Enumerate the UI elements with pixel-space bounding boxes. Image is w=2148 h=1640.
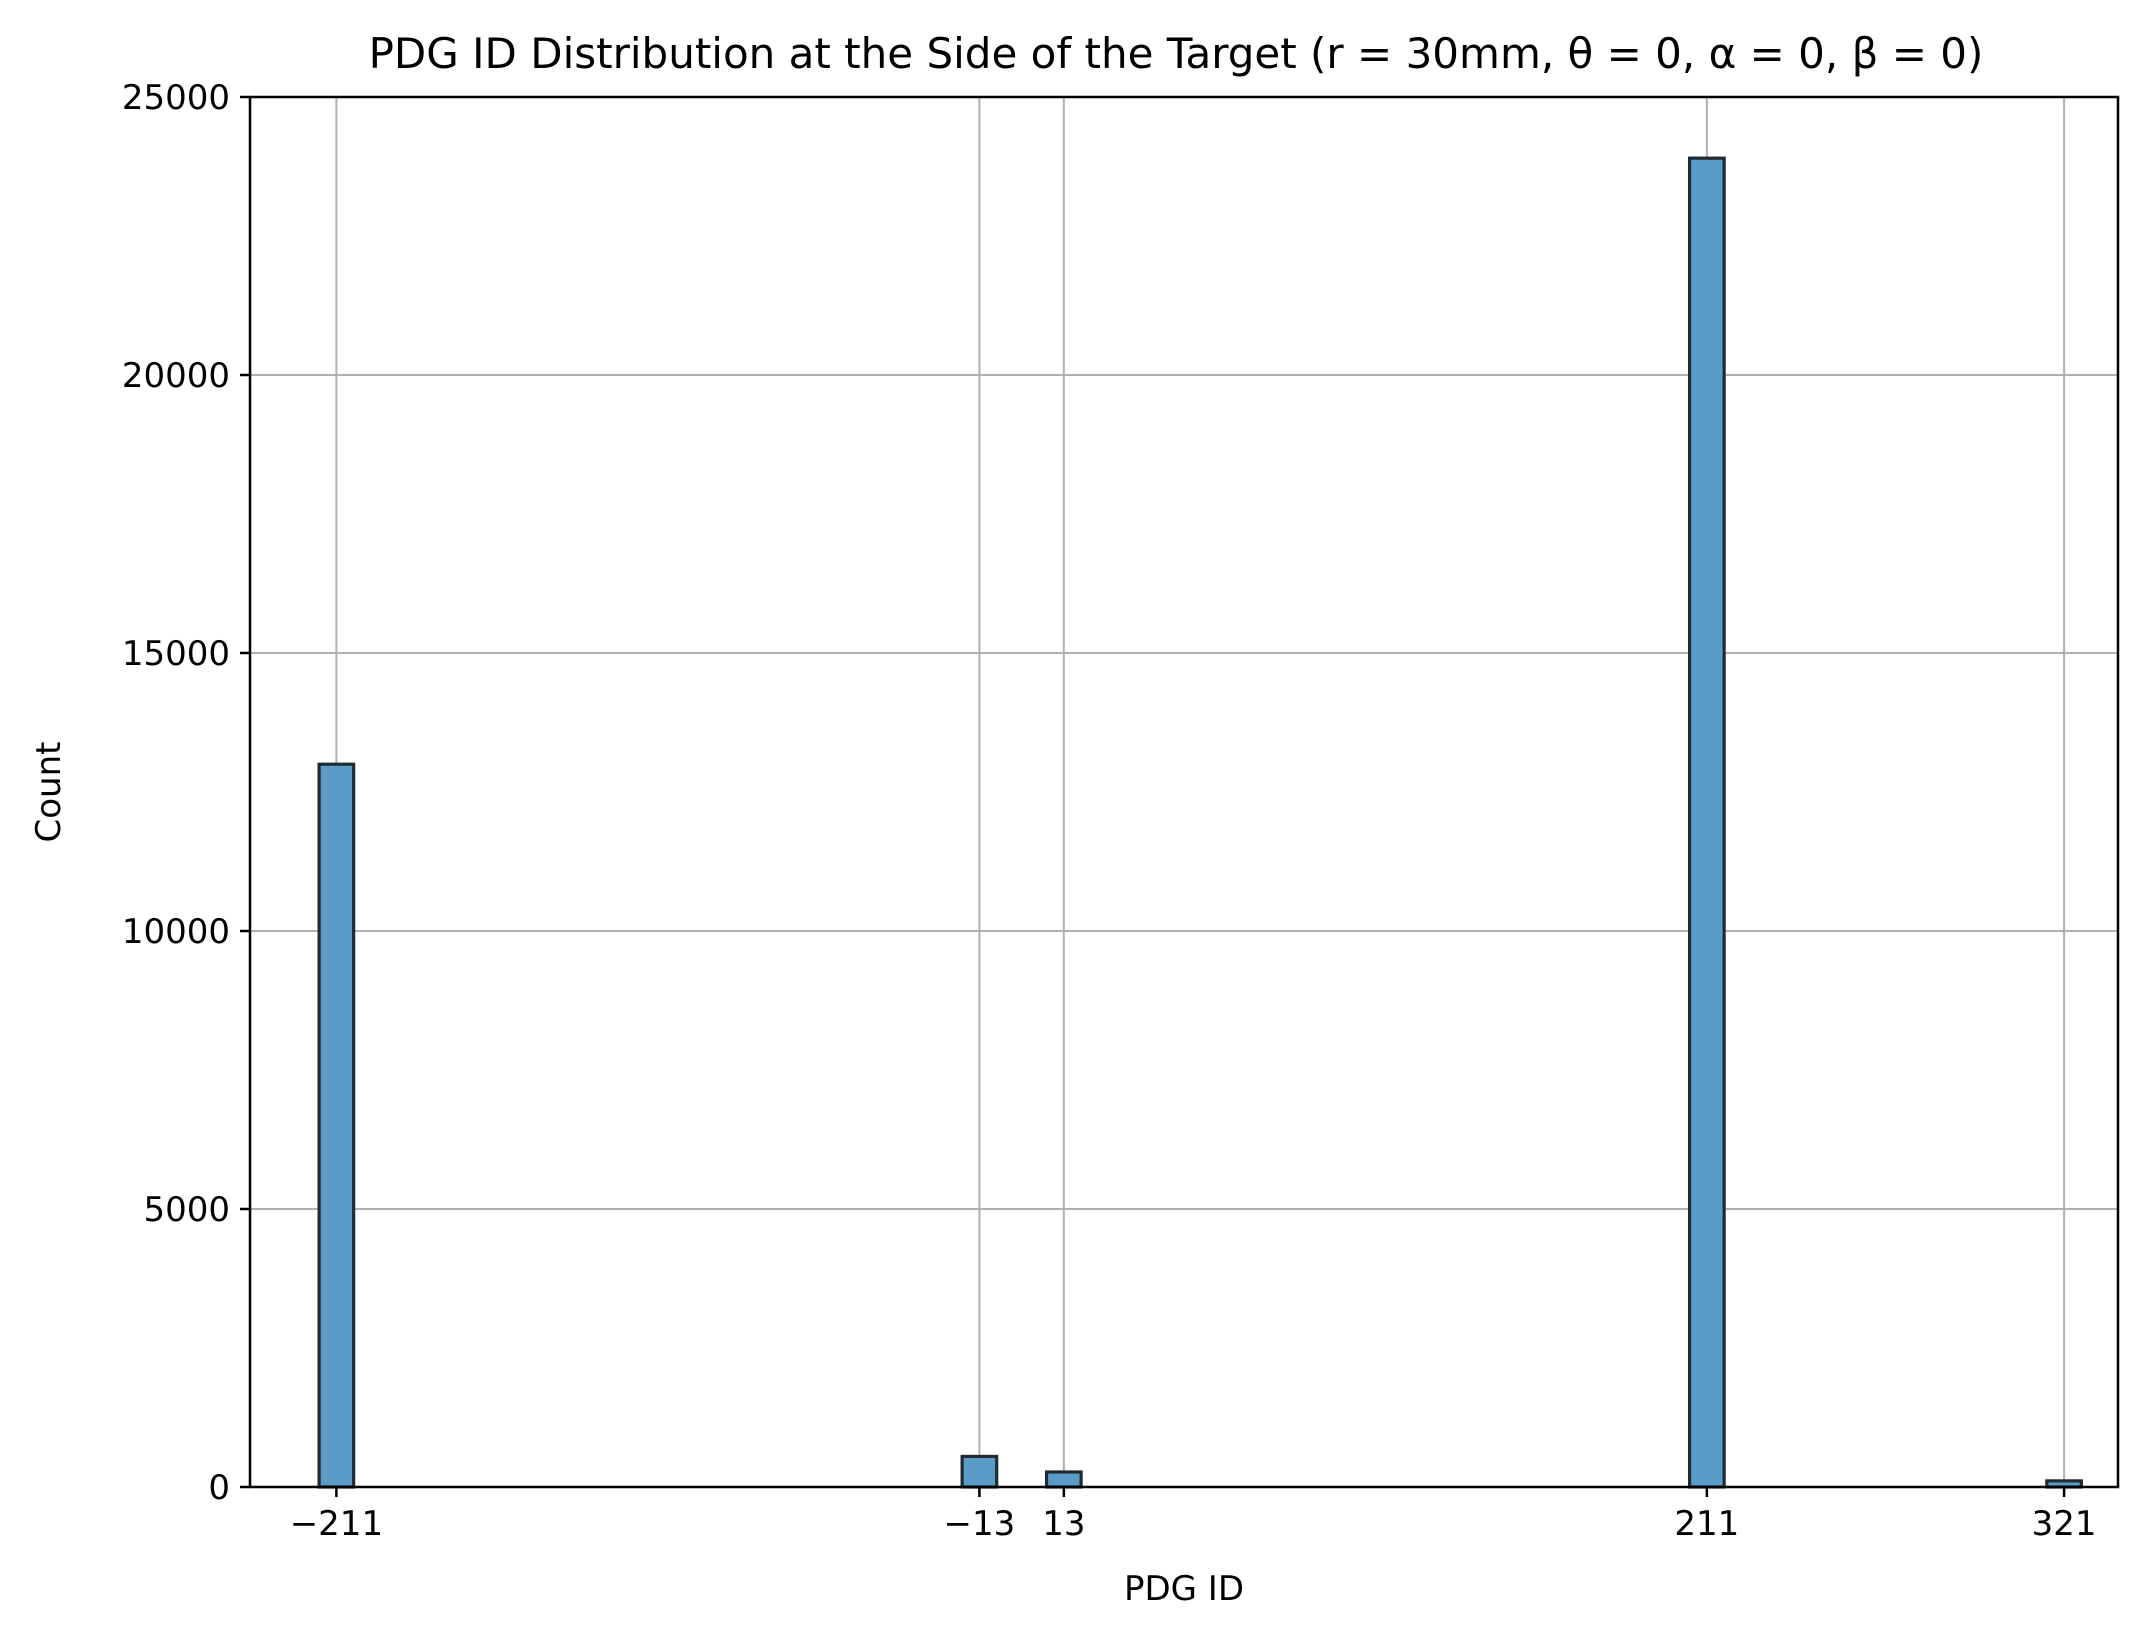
- y-tick-label: 15000: [122, 634, 230, 674]
- grid: [250, 96, 2118, 1488]
- y-axis-label: Count: [29, 742, 69, 843]
- x-tick-label: 321: [2032, 1504, 2097, 1544]
- y-tick-label: 10000: [122, 912, 230, 952]
- y-tick-label: 25000: [122, 78, 230, 118]
- x-tick-label: 211: [1674, 1504, 1739, 1544]
- y-tick-label: 0: [208, 1468, 230, 1508]
- bar: [1044, 1470, 1083, 1489]
- ticks: −211 −13 13 211 321 0 5000 10000 15000 20000 25000: [122, 78, 2097, 1544]
- plot-frame: [248, 95, 2120, 1489]
- chart-title: PDG ID Distribution at the Side of the T…: [369, 29, 1984, 78]
- y-tick-label: 5000: [143, 1190, 230, 1230]
- y-tick-label: 20000: [122, 356, 230, 396]
- bars: [317, 156, 2083, 1489]
- bar: [1687, 156, 1726, 1489]
- bar: [317, 762, 356, 1489]
- x-tick-label: 13: [1042, 1504, 1085, 1544]
- x-tick-label: −211: [290, 1504, 383, 1544]
- x-tick-label: −13: [944, 1504, 1016, 1544]
- x-axis-label: PDG ID: [1124, 1569, 1244, 1609]
- bar: [960, 1454, 999, 1489]
